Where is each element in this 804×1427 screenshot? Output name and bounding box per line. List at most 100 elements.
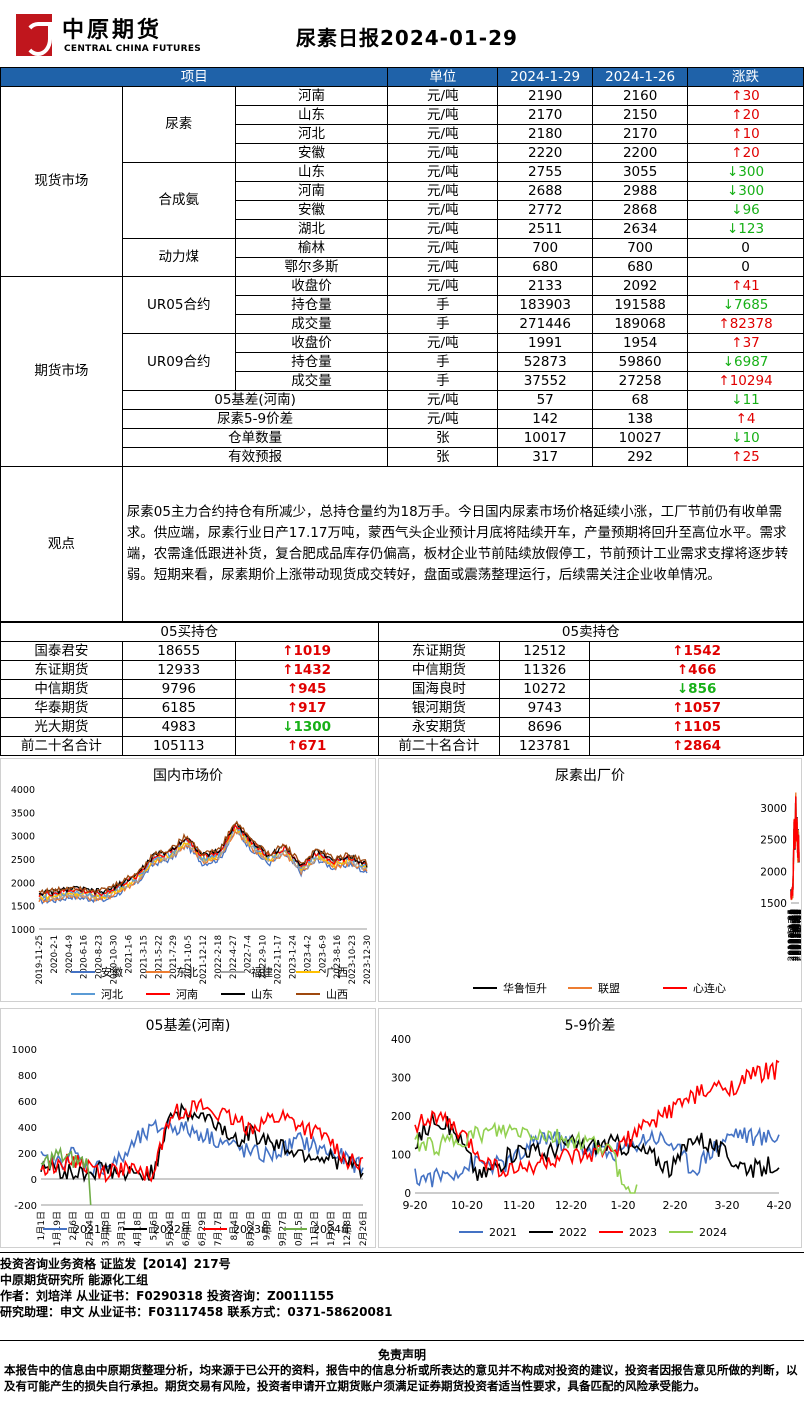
y-tick-label: 3500 [11,808,35,819]
row-value-current: 1991 [497,333,594,353]
legend-label: 河南 [176,988,198,1001]
x-tick-label: 11-20 [503,1199,535,1212]
y-tick-label: -200 [14,1201,37,1212]
row-unit: 元/吨 [387,390,499,410]
y-tick-label: 3000 [11,832,35,843]
y-tick-label: 4000 [11,785,35,796]
row-value-previous: 1954 [592,333,689,353]
row-value-previous: 680 [592,257,689,277]
x-tick-label: 2022-9-12 [792,909,801,956]
table-row: 成交量手 271446 189068 ↑82378 [1,314,804,334]
row-value-current: 2688 [497,181,594,201]
x-tick-label: 3-20 [715,1199,740,1212]
sell-change: ↑1542 [589,641,804,661]
x-tick-label: 12月26日 [358,1211,369,1247]
row-value-current: 317 [497,447,594,467]
row-value-current: 2755 [497,162,594,182]
legend-label: 心连心 [693,982,726,995]
legend-label: 2024年 [313,1222,352,1236]
chart-title: 尿素出厂价 [555,768,625,784]
row-value-current: 2772 [497,200,594,220]
row-item: 有效预报 [121,447,389,467]
row-unit: 手 [387,371,499,391]
header-date2: 2024-1-26 [592,67,689,87]
x-tick-label: 2023-12-30 [363,935,373,984]
table-row: 现货市场 尿素 河南 元/吨 2190 2160 ↑30 [0,86,804,277]
x-tick-label: 2022-4-27 [229,935,239,979]
x-tick-label: 1-20 [611,1199,636,1212]
x-tick-label: 2022-11-24 [793,909,801,962]
series-line [414,1126,780,1188]
row-item: 山东 [234,162,389,182]
table-row: 成交量手 37552 27258 ↑10294 [1,371,804,391]
sell-volume: 11326 [499,660,591,680]
x-tick-label: 11月2日 [310,1211,321,1246]
y-tick-label: 400 [18,1123,37,1134]
row-item: 持仓量 [234,295,389,315]
y-tick-label: 300 [391,1073,411,1085]
table-header-row: 项目 单位 2024-1-29 2024-1-26 涨跌 [0,67,804,87]
table-row: 期货市场 UR05合约 收盘价 元/吨 2133 2092 ↑41 [0,276,804,467]
x-tick-label: 2021-3-15 [139,935,149,979]
x-tick-label: 2022-4-19 [792,909,801,956]
positions-row: 前二十名合计 105113 ↑671 前二十名合计 123781 ↑2864 [0,736,804,756]
x-tick-label: 2021-12-12 [199,935,209,984]
row-change: ↑82378 [687,314,804,334]
series-line [40,1146,92,1206]
row-change: ↑30 [687,86,804,106]
y-tick-label: 2000 [11,878,35,889]
table-row: 山东 元/吨 2170 2150 ↑20 [1,105,804,125]
sell-broker: 银河期货 [377,698,501,718]
legend-label: 华鲁恒升 [503,981,547,995]
x-tick-label: 8月22日 [245,1211,256,1246]
sell-volume: 9743 [499,698,591,718]
x-tick-label: 2020-8-23 [95,935,105,979]
buy-broker: 前二十名合计 [0,736,123,756]
chart-svg: 400 300 200 100 09-20 10-20 11-20 12-20 1-20 2-20… [391,1034,792,1239]
sell-broker: 东证期货 [377,641,501,661]
positions-header: 05买持仓 05卖持仓 [0,622,804,642]
chart-title: 5-9价差 [564,1018,616,1034]
y-tick-label: 200 [18,1149,37,1160]
row-change: ↑20 [687,143,804,163]
row-unit: 元/吨 [387,105,499,125]
row-value-current: 57 [497,390,594,410]
x-tick-label: 2022-7-4 [244,935,254,974]
x-tick-label: 2021-4-19 [790,909,800,956]
row-unit: 元/吨 [387,181,499,201]
row-change: ↓123 [687,219,804,239]
row-value-current: 700 [497,238,594,258]
chart-basis-henan: 05基差(河南) 10008006004002000-2001月1日1月19日2… [0,1008,376,1248]
legend-label: 2023年 [233,1222,272,1236]
row-unit: 元/吨 [387,143,499,163]
x-tick-label: 2021-10-5 [184,935,194,979]
row-item: 收盘价 [234,276,389,296]
legend-label: 2022年 [153,1222,192,1236]
row-unit: 元/吨 [387,124,499,144]
x-tick-label: 2020-11-24 [789,909,799,962]
x-tick-label: 8月4日 [229,1211,240,1240]
legend-label: 安徽 [101,965,123,979]
table-row: 湖北 元/吨 2511 2634 ↓123 [1,219,804,239]
x-tick-label: 5月6日 [149,1211,160,1240]
row-value-current: 2133 [497,276,594,296]
row-unit: 元/吨 [387,86,499,106]
y-tick-label: 2500 [11,855,35,866]
buy-volume: 6185 [121,698,236,718]
x-tick-label: 6月11日 [181,1211,192,1246]
x-tick-label: 12-20 [555,1199,587,1212]
series-line [38,820,368,895]
header-item: 项目 [0,67,389,87]
row-change: ↓10 [687,428,804,448]
table-row: 动力煤 榆林 元/吨 700 700 0 [1,238,804,277]
row-item: 河南 [234,86,389,106]
row-value-previous: 3055 [592,162,689,182]
row-item: 仓单数量 [121,428,389,448]
positions-row: 华泰期货 6185 ↑917 银河期货 9743 ↑1057 [0,698,804,718]
y-tick-label: 1000 [11,925,35,936]
price-table: 项目 单位 2024-1-29 2024-1-26 涨跌 现货市场 尿素 河南 元/吨… [0,67,804,622]
x-tick-label: 2023-11-24 [795,909,801,962]
x-tick-label: 2021-6-30 [790,909,800,956]
row-value-previous: 10027 [592,428,689,448]
sell-broker: 中信期货 [377,660,501,680]
